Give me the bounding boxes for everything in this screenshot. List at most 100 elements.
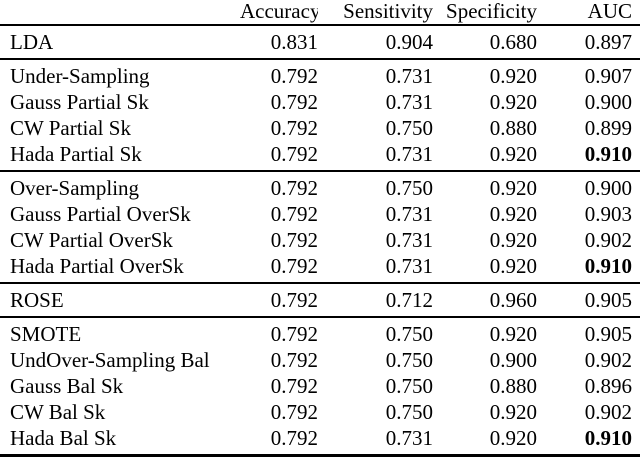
cell-accuracy: 0.792 xyxy=(240,425,318,457)
cell-sensitivity: 0.731 xyxy=(385,90,433,114)
cell-accuracy: 0.792 xyxy=(240,283,318,318)
cell-sensitivity: 0.904 xyxy=(318,25,433,60)
cell-accuracy: 0.792 xyxy=(270,90,318,114)
cell-specificity: 0.920 xyxy=(489,176,537,200)
group-smote-balanced: SMOTE 0.792 0.750 0.920 0.905 UndOver-Sa… xyxy=(0,317,640,457)
cell-accuracy: 0.792 xyxy=(270,64,318,88)
cell-specificity: 0.920 xyxy=(489,322,537,346)
table-row: ROSE 0.792 0.712 0.960 0.905 xyxy=(0,283,640,318)
table-row: CW Partial OverSk 0.792 0.731 0.920 0.90… xyxy=(0,227,640,253)
row-label: SMOTE xyxy=(10,322,82,346)
row-label: Hada Partial Sk xyxy=(0,141,240,172)
row-label: UndOver-Sampling Bal xyxy=(10,348,210,372)
cell-auc: 0.896 xyxy=(584,374,632,398)
table-row: CW Partial Sk 0.792 0.750 0.880 0.899 xyxy=(0,115,640,141)
table-row: Under-Sampling 0.792 0.731 0.920 0.907 xyxy=(0,59,640,89)
cell-specificity: 0.920 xyxy=(489,90,537,114)
cell-auc: 0.897 xyxy=(537,25,640,60)
cell-sensitivity: 0.731 xyxy=(385,64,433,88)
table-row: Gauss Bal Sk 0.792 0.750 0.880 0.896 xyxy=(0,373,640,399)
row-label: Hada Bal Sk xyxy=(0,425,240,457)
table-row: Over-Sampling 0.792 0.750 0.920 0.900 xyxy=(0,171,640,201)
group-under-sampling: Under-Sampling 0.792 0.731 0.920 0.907 G… xyxy=(0,59,640,172)
row-label: Gauss Bal Sk xyxy=(10,374,124,398)
group-rose: ROSE 0.792 0.712 0.960 0.905 xyxy=(0,283,640,318)
table-row: Hada Partial OverSk 0.792 0.731 0.920 0.… xyxy=(0,253,640,284)
row-label: Gauss Partial OverSk xyxy=(10,202,191,226)
cell-accuracy: 0.792 xyxy=(270,176,318,200)
cell-auc: 0.910 xyxy=(537,425,640,457)
table-row: UndOver-Sampling Bal 0.792 0.750 0.900 0… xyxy=(0,347,640,373)
cell-specificity: 0.920 xyxy=(433,141,537,172)
cell-auc: 0.902 xyxy=(584,400,632,424)
cell-sensitivity: 0.731 xyxy=(318,141,433,172)
cell-sensitivity: 0.731 xyxy=(385,202,433,226)
col-header-auc: AUC xyxy=(537,0,640,26)
row-label: Over-Sampling xyxy=(10,176,140,200)
row-label: CW Bal Sk xyxy=(10,400,106,424)
row-label: ROSE xyxy=(0,283,240,318)
cell-accuracy: 0.792 xyxy=(270,228,318,252)
row-label: LDA xyxy=(0,25,240,60)
cell-accuracy: 0.792 xyxy=(270,374,318,398)
cell-sensitivity: 0.712 xyxy=(318,283,433,318)
cell-auc: 0.905 xyxy=(584,322,632,346)
table-row: SMOTE 0.792 0.750 0.920 0.905 xyxy=(0,317,640,347)
header-row: Accuracy Sensitivity Specificity AUC xyxy=(0,0,640,26)
cell-auc: 0.907 xyxy=(584,64,632,88)
row-label: CW Partial Sk xyxy=(10,116,131,140)
table-row: Hada Partial Sk 0.792 0.731 0.920 0.910 xyxy=(0,141,640,172)
cell-auc: 0.902 xyxy=(584,348,632,372)
cell-auc: 0.905 xyxy=(537,283,640,318)
table-row: LDA 0.831 0.904 0.680 0.897 xyxy=(0,25,640,60)
cell-auc: 0.900 xyxy=(584,90,632,114)
cell-specificity: 0.920 xyxy=(433,425,537,457)
cell-accuracy: 0.792 xyxy=(270,202,318,226)
cell-accuracy: 0.792 xyxy=(240,253,318,284)
col-header-specificity: Specificity xyxy=(433,0,537,26)
row-label: Hada Partial OverSk xyxy=(0,253,240,284)
col-header-sensitivity: Sensitivity xyxy=(318,0,433,26)
table-row: CW Bal Sk 0.792 0.750 0.920 0.902 xyxy=(0,399,640,425)
cell-specificity: 0.920 xyxy=(489,64,537,88)
cell-auc: 0.900 xyxy=(584,176,632,200)
cell-specificity: 0.920 xyxy=(489,202,537,226)
corner-cell xyxy=(0,0,240,26)
cell-sensitivity: 0.750 xyxy=(385,116,433,140)
row-label: Gauss Partial Sk xyxy=(10,90,149,114)
cell-sensitivity: 0.750 xyxy=(385,322,433,346)
cell-auc: 0.899 xyxy=(584,116,632,140)
cell-specificity: 0.680 xyxy=(433,25,537,60)
cell-accuracy: 0.792 xyxy=(270,322,318,346)
cell-accuracy: 0.831 xyxy=(240,25,318,60)
cell-specificity: 0.920 xyxy=(489,228,537,252)
cell-specificity: 0.900 xyxy=(489,348,537,372)
cell-auc: 0.903 xyxy=(584,202,632,226)
cell-auc: 0.910 xyxy=(537,141,640,172)
table-header: Accuracy Sensitivity Specificity AUC xyxy=(0,0,640,26)
cell-accuracy: 0.792 xyxy=(270,116,318,140)
cell-specificity: 0.920 xyxy=(489,400,537,424)
cell-sensitivity: 0.750 xyxy=(385,348,433,372)
table-row: Gauss Partial OverSk 0.792 0.731 0.920 0… xyxy=(0,201,640,227)
cell-accuracy: 0.792 xyxy=(270,400,318,424)
cell-sensitivity: 0.750 xyxy=(385,374,433,398)
cell-sensitivity: 0.731 xyxy=(318,425,433,457)
cell-specificity: 0.960 xyxy=(433,283,537,318)
cell-accuracy: 0.792 xyxy=(270,348,318,372)
cell-auc: 0.902 xyxy=(584,228,632,252)
table-row: Gauss Partial Sk 0.792 0.731 0.920 0.900 xyxy=(0,89,640,115)
row-label: CW Partial OverSk xyxy=(10,228,173,252)
cell-specificity: 0.920 xyxy=(433,253,537,284)
col-header-accuracy: Accuracy xyxy=(240,0,318,26)
cell-specificity: 0.880 xyxy=(489,374,537,398)
cell-sensitivity: 0.731 xyxy=(318,253,433,284)
cell-accuracy: 0.792 xyxy=(240,141,318,172)
group-over-sampling: Over-Sampling 0.792 0.750 0.920 0.900 Ga… xyxy=(0,171,640,284)
cell-auc: 0.910 xyxy=(537,253,640,284)
cell-sensitivity: 0.731 xyxy=(385,228,433,252)
table-row: Hada Bal Sk 0.792 0.731 0.920 0.910 xyxy=(0,425,640,457)
cell-specificity: 0.880 xyxy=(489,116,537,140)
cell-sensitivity: 0.750 xyxy=(385,400,433,424)
